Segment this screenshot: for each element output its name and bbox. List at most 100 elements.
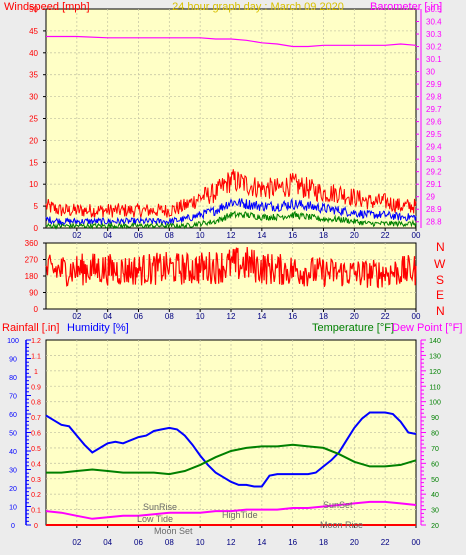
lower-x-tick-16: 16 — [288, 538, 297, 547]
wind-x-tick-10: 10 — [196, 231, 205, 240]
lower-x-tick-00: 00 — [412, 538, 421, 547]
temperature-tick-120: 120 — [429, 369, 441, 376]
humidity-tick-0: 0 — [34, 523, 38, 530]
temperature-tick-140: 140 — [429, 338, 441, 345]
humidity-tick-0.1: 0.1 — [31, 508, 41, 515]
temperature-axis-title: Temperature [°F] — [312, 322, 394, 334]
humidity-tick-0.2: 0.2 — [31, 492, 41, 499]
barometer-tick-29.6: 29.6 — [426, 118, 442, 127]
rainfall-tick-30: 30 — [9, 468, 17, 475]
wind-y-tick-10: 10 — [29, 180, 38, 189]
humidity-tick-0.3: 0.3 — [31, 477, 41, 484]
tick-labels: 0510152025303540455028.828.92929.129.229… — [7, 5, 442, 547]
humidity-tick-1.2: 1.2 — [31, 338, 41, 345]
lower-x-tick-18: 18 — [319, 538, 328, 547]
rainfall-tick-40: 40 — [9, 449, 17, 456]
annotation-high-tide: HighTide — [222, 510, 258, 520]
barometer-tick-29: 29 — [426, 193, 435, 202]
temperature-tick-30: 30 — [431, 508, 439, 515]
direction-y-tick-0: 0 — [34, 305, 39, 314]
direction-x-tick-16: 16 — [288, 312, 297, 321]
rainfall-axis-title: Rainfall [.in] — [2, 322, 59, 334]
lower-x-tick-02: 02 — [72, 538, 81, 547]
wind-x-tick-14: 14 — [257, 231, 266, 240]
wind-y-tick-20: 20 — [29, 136, 38, 145]
direction-x-tick-18: 18 — [319, 312, 328, 321]
temperature-tick-40: 40 — [431, 492, 439, 499]
rainfall-tick-60: 60 — [9, 412, 17, 419]
direction-y-tick-180: 180 — [25, 272, 39, 281]
lower-x-tick-14: 14 — [257, 538, 266, 547]
wind-x-tick-02: 02 — [72, 231, 81, 240]
axes — [25, 8, 426, 528]
humidity-line — [45, 411, 417, 488]
temperature-tick-90: 90 — [431, 415, 439, 422]
wind-y-tick-45: 45 — [29, 27, 38, 36]
direction-x-tick-06: 06 — [134, 312, 143, 321]
wind-x-tick-04: 04 — [103, 231, 112, 240]
temperature-tick-130: 130 — [429, 353, 441, 360]
lower-x-tick-22: 22 — [381, 538, 390, 547]
wind-x-tick-18: 18 — [319, 231, 328, 240]
direction-y-tick-270: 270 — [25, 256, 39, 265]
dewpoint-axis-title: Dew Point [°F] — [392, 322, 462, 334]
humidity-tick-0.5: 0.5 — [31, 446, 41, 453]
temperature-line — [46, 443, 417, 476]
chart-title: 24 hour graph day : March 09 2020 — [172, 1, 344, 13]
temperature-tick-100: 100 — [429, 400, 441, 407]
direction-x-tick-14: 14 — [257, 312, 266, 321]
barometer-axis-title: Barometer [.in] — [370, 1, 442, 13]
direction-letter-e: E — [436, 288, 444, 302]
direction-x-tick-00: 00 — [412, 312, 421, 321]
wind-x-tick-20: 20 — [350, 231, 359, 240]
temperature-tick-20: 20 — [431, 523, 439, 530]
wind-x-tick-16: 16 — [288, 231, 297, 240]
windspeed-line — [45, 169, 417, 218]
wind-average-line — [45, 197, 417, 227]
direction-letter-n-bottom: N — [436, 304, 445, 318]
barometer-tick-29.9: 29.9 — [426, 80, 442, 89]
humidity-tick-1: 1 — [34, 369, 38, 376]
temperature-tick-70: 70 — [431, 446, 439, 453]
wind-y-tick-50: 50 — [29, 5, 38, 14]
direction-letter-s: S — [436, 273, 444, 287]
wind-x-tick-12: 12 — [227, 231, 236, 240]
temperature-tick-80: 80 — [431, 431, 439, 438]
barometer-tick-30.3: 30.3 — [426, 30, 442, 39]
lower-x-tick-08: 08 — [165, 538, 174, 547]
barometer-tick-28.8: 28.8 — [426, 218, 442, 227]
rainfall-tick-0: 0 — [11, 523, 15, 530]
humidity-axis-title: Humidity [%] — [67, 322, 129, 334]
direction-x-tick-02: 02 — [72, 312, 81, 321]
humidity-tick-0.9: 0.9 — [31, 384, 41, 391]
direction-x-tick-22: 22 — [381, 312, 390, 321]
barometer-tick-30.2: 30.2 — [426, 43, 442, 52]
temperature-tick-110: 110 — [429, 384, 440, 391]
rainfall-tick-90: 90 — [9, 357, 17, 364]
direction-y-tick-90: 90 — [29, 289, 38, 298]
annotation-sunrise: SunRise — [143, 502, 177, 512]
barometer-tick-30.5: 30.5 — [426, 5, 442, 14]
humidity-tick-0.7: 0.7 — [31, 415, 41, 422]
wind-y-tick-25: 25 — [29, 115, 38, 124]
direction-x-tick-20: 20 — [350, 312, 359, 321]
rainfall-tick-80: 80 — [9, 375, 17, 382]
wind-low-line — [45, 210, 417, 230]
barometer-tick-29.2: 29.2 — [426, 168, 442, 177]
wind-y-tick-35: 35 — [29, 71, 38, 80]
barometer-tick-29.1: 29.1 — [426, 180, 442, 189]
annotation-moon-rise: Moon Rise — [320, 520, 363, 530]
barometer-tick-29.4: 29.4 — [426, 143, 442, 152]
wind-x-tick-08: 08 — [165, 231, 174, 240]
wind-x-tick-06: 06 — [134, 231, 143, 240]
wind-y-tick-5: 5 — [34, 202, 39, 211]
direction-x-tick-08: 08 — [165, 312, 174, 321]
wind-x-tick-22: 22 — [381, 231, 390, 240]
barometer-tick-28.9: 28.9 — [426, 205, 442, 214]
direction-letter-n-top: N — [436, 240, 445, 254]
temperature-tick-50: 50 — [431, 477, 439, 484]
direction-y-tick-360: 360 — [25, 239, 39, 248]
temperature-tick-60: 60 — [431, 461, 439, 468]
